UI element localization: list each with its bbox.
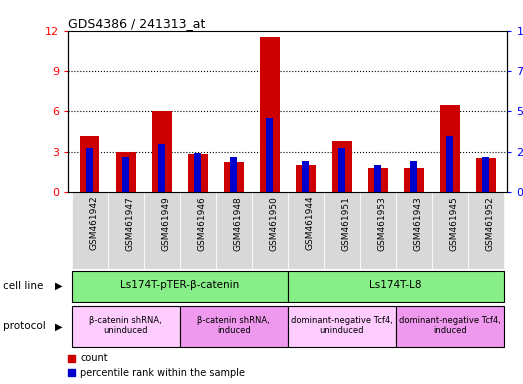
Text: ▶: ▶ bbox=[55, 321, 62, 331]
Bar bbox=[332, 141, 351, 192]
Text: GSM461946: GSM461946 bbox=[198, 196, 207, 251]
Text: ▶: ▶ bbox=[55, 281, 62, 291]
Bar bbox=[440, 104, 460, 192]
Text: dominant-negative Tcf4,
uninduced: dominant-negative Tcf4, uninduced bbox=[291, 316, 393, 335]
Bar bbox=[266, 118, 273, 192]
Bar bbox=[431, 192, 468, 269]
Bar bbox=[86, 149, 93, 192]
Text: GSM461949: GSM461949 bbox=[162, 196, 170, 251]
Bar bbox=[288, 192, 324, 269]
Bar bbox=[302, 161, 309, 192]
Bar bbox=[72, 271, 288, 302]
Bar bbox=[152, 111, 172, 192]
Bar bbox=[482, 157, 489, 192]
Bar bbox=[396, 192, 431, 269]
Text: GDS4386 / 241313_at: GDS4386 / 241313_at bbox=[68, 17, 206, 30]
Text: GSM461950: GSM461950 bbox=[270, 196, 279, 251]
Bar bbox=[116, 152, 135, 192]
Bar bbox=[360, 192, 396, 269]
Bar bbox=[468, 192, 504, 269]
Text: GSM461948: GSM461948 bbox=[234, 196, 243, 251]
Bar bbox=[374, 165, 381, 192]
Text: cell line: cell line bbox=[3, 281, 43, 291]
Bar bbox=[144, 192, 179, 269]
Text: β-catenin shRNA,
induced: β-catenin shRNA, induced bbox=[197, 316, 270, 335]
Bar bbox=[295, 165, 315, 192]
Bar bbox=[476, 159, 496, 192]
Text: protocol: protocol bbox=[3, 321, 46, 331]
Bar bbox=[368, 168, 388, 192]
Text: GSM461951: GSM461951 bbox=[342, 196, 350, 251]
Bar bbox=[158, 144, 165, 192]
Text: GSM461943: GSM461943 bbox=[414, 196, 423, 251]
Bar bbox=[195, 153, 201, 192]
Bar bbox=[411, 161, 417, 192]
Bar bbox=[224, 162, 244, 192]
Text: GSM461953: GSM461953 bbox=[378, 196, 386, 251]
Text: GSM461942: GSM461942 bbox=[89, 196, 99, 250]
Bar bbox=[252, 192, 288, 269]
Text: GSM461952: GSM461952 bbox=[486, 196, 495, 251]
Text: Ls174T-L8: Ls174T-L8 bbox=[369, 280, 422, 290]
Bar bbox=[288, 306, 396, 347]
Text: GSM461944: GSM461944 bbox=[305, 196, 315, 250]
Bar bbox=[260, 38, 280, 192]
Bar bbox=[447, 136, 453, 192]
Text: dominant-negative Tcf4,
induced: dominant-negative Tcf4, induced bbox=[399, 316, 501, 335]
Bar bbox=[72, 306, 179, 347]
Bar bbox=[179, 192, 215, 269]
Text: Ls174T-pTER-β-catenin: Ls174T-pTER-β-catenin bbox=[120, 280, 239, 290]
Bar bbox=[215, 192, 252, 269]
Bar bbox=[404, 168, 424, 192]
Text: GSM461945: GSM461945 bbox=[450, 196, 459, 251]
Bar bbox=[338, 149, 345, 192]
Bar bbox=[79, 136, 99, 192]
Bar bbox=[231, 157, 237, 192]
Text: count: count bbox=[80, 353, 108, 363]
Bar bbox=[122, 157, 129, 192]
Text: GSM461947: GSM461947 bbox=[126, 196, 134, 251]
Bar bbox=[288, 271, 504, 302]
Bar bbox=[324, 192, 360, 269]
Bar bbox=[396, 306, 504, 347]
Text: percentile rank within the sample: percentile rank within the sample bbox=[80, 368, 245, 378]
Bar bbox=[72, 192, 108, 269]
Bar bbox=[188, 154, 208, 192]
Bar bbox=[179, 306, 288, 347]
Bar bbox=[108, 192, 144, 269]
Text: β-catenin shRNA,
uninduced: β-catenin shRNA, uninduced bbox=[89, 316, 162, 335]
